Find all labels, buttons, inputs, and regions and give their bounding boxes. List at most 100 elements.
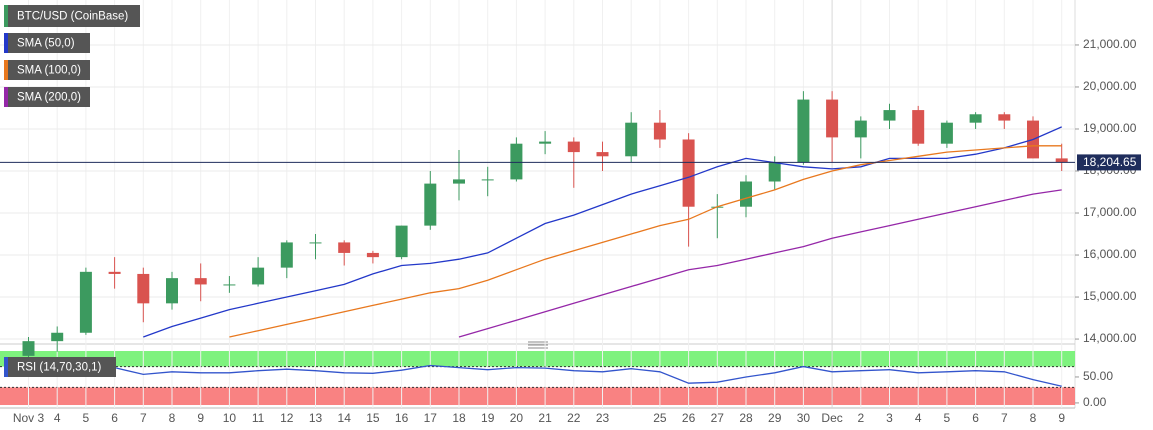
legend-label: SMA (100,0) xyxy=(17,65,81,77)
rsi-lower-band xyxy=(0,387,1075,405)
x-tick-label: 9 xyxy=(197,411,204,425)
y-tick-label: 20,000.00 xyxy=(1083,79,1137,93)
legend-swatch xyxy=(4,87,8,107)
candle-body xyxy=(969,114,982,123)
x-tick-label: 4 xyxy=(54,411,61,425)
x-tick-label: 7 xyxy=(1001,411,1008,425)
candle-body xyxy=(453,179,465,184)
candle-body xyxy=(653,122,666,140)
x-tick-label: 13 xyxy=(309,411,323,425)
candle-body xyxy=(740,181,752,207)
candle-body xyxy=(280,242,293,268)
y-tick-label: 17,000.00 xyxy=(1083,205,1137,219)
candle-body xyxy=(395,225,408,258)
candle-body xyxy=(79,271,92,333)
x-tick-label: 7 xyxy=(140,411,147,425)
candle-body xyxy=(883,110,896,121)
x-tick-label: 21 xyxy=(538,411,552,425)
candle-body xyxy=(252,267,265,285)
legend-box xyxy=(4,5,140,27)
sma-line xyxy=(143,126,1062,338)
y-tick-label: 50.00 xyxy=(1083,369,1113,383)
candle-body xyxy=(108,271,121,274)
candle-body xyxy=(510,143,523,180)
candle-body xyxy=(309,242,322,244)
legend-swatch xyxy=(4,357,8,377)
x-tick-label: 17 xyxy=(424,411,438,425)
legend-swatch xyxy=(4,60,8,80)
y-tick-label: 19,000.00 xyxy=(1083,121,1137,135)
x-tick-label: 5 xyxy=(83,411,90,425)
candle-body xyxy=(22,341,35,356)
x-tick-label: Nov 3 xyxy=(13,411,45,425)
x-tick-label: 19 xyxy=(481,411,495,425)
candle-body xyxy=(424,183,437,226)
x-tick-label: 5 xyxy=(944,411,951,425)
candle-body xyxy=(1055,158,1068,163)
x-tick-label: 26 xyxy=(682,411,696,425)
x-tick-label: 15 xyxy=(366,411,380,425)
x-tick-label: 8 xyxy=(169,411,176,425)
x-tick-label: 3 xyxy=(886,411,893,425)
legend-box xyxy=(4,33,90,53)
candle-body xyxy=(625,122,638,157)
legend-box xyxy=(4,60,90,80)
y-tick-label: 15,000.00 xyxy=(1083,289,1137,303)
candle-body xyxy=(567,141,580,153)
sma-line xyxy=(458,189,1062,338)
candle-body xyxy=(223,284,236,286)
x-tick-label: 6 xyxy=(111,411,118,425)
y-tick-label: 0.00 xyxy=(1083,395,1107,409)
x-tick-label: 10 xyxy=(223,411,237,425)
candle-body xyxy=(797,99,810,163)
candle-body xyxy=(539,141,552,144)
candle-body xyxy=(166,278,178,304)
last-price-box xyxy=(1077,154,1141,171)
legend-swatch xyxy=(4,33,8,53)
x-tick-label: 29 xyxy=(768,411,782,425)
candle-body xyxy=(194,278,207,285)
x-tick-label: 8 xyxy=(1030,411,1037,425)
candle-body xyxy=(768,162,781,182)
rsi-line xyxy=(28,364,1062,387)
rsi-upper-band xyxy=(0,351,1075,367)
candle-body xyxy=(366,252,379,258)
legend-label: BTC/USD (CoinBase) xyxy=(17,11,128,23)
x-tick-label: 6 xyxy=(972,411,979,425)
candle-body xyxy=(338,242,351,253)
candle-body xyxy=(51,332,64,342)
y-tick-label: 14,000.00 xyxy=(1083,331,1137,345)
x-tick-label: 25 xyxy=(653,411,667,425)
x-tick-label: 20 xyxy=(510,411,524,425)
x-tick-label: 18 xyxy=(452,411,466,425)
candle-body xyxy=(826,99,839,138)
candle-body xyxy=(912,110,925,144)
legend-label: SMA (200,0) xyxy=(17,92,81,104)
legend-label: RSI (14,70,30,1) xyxy=(17,362,102,374)
legend-swatch xyxy=(4,5,8,27)
x-tick-label: 11 xyxy=(252,411,265,425)
candle-body xyxy=(998,114,1011,121)
candle-body xyxy=(854,120,867,138)
candle-body xyxy=(481,179,494,181)
x-tick-label: Dec xyxy=(821,411,842,425)
x-tick-label: 28 xyxy=(739,411,753,425)
candle-body xyxy=(596,152,609,157)
legend: BTC/USD (CoinBase) RSI (14,70,30,1) SMA … xyxy=(4,5,140,377)
candle-body xyxy=(137,273,150,304)
x-tick-label: 12 xyxy=(280,411,294,425)
x-tick-label: 22 xyxy=(567,411,581,425)
y-tick-label: 16,000.00 xyxy=(1083,247,1137,261)
x-tick-label: 4 xyxy=(915,411,922,425)
x-tick-label: 23 xyxy=(596,411,610,425)
x-tick-label: 14 xyxy=(338,411,352,425)
candle-body xyxy=(682,139,695,207)
legend-label: SMA (50,0) xyxy=(17,38,75,50)
x-tick-label: 16 xyxy=(395,411,409,425)
legend-box xyxy=(4,357,116,377)
x-tick-label: 2 xyxy=(857,411,864,425)
legend-box xyxy=(4,87,90,107)
x-tick-label: 30 xyxy=(797,411,811,425)
sma-line xyxy=(229,145,1062,338)
